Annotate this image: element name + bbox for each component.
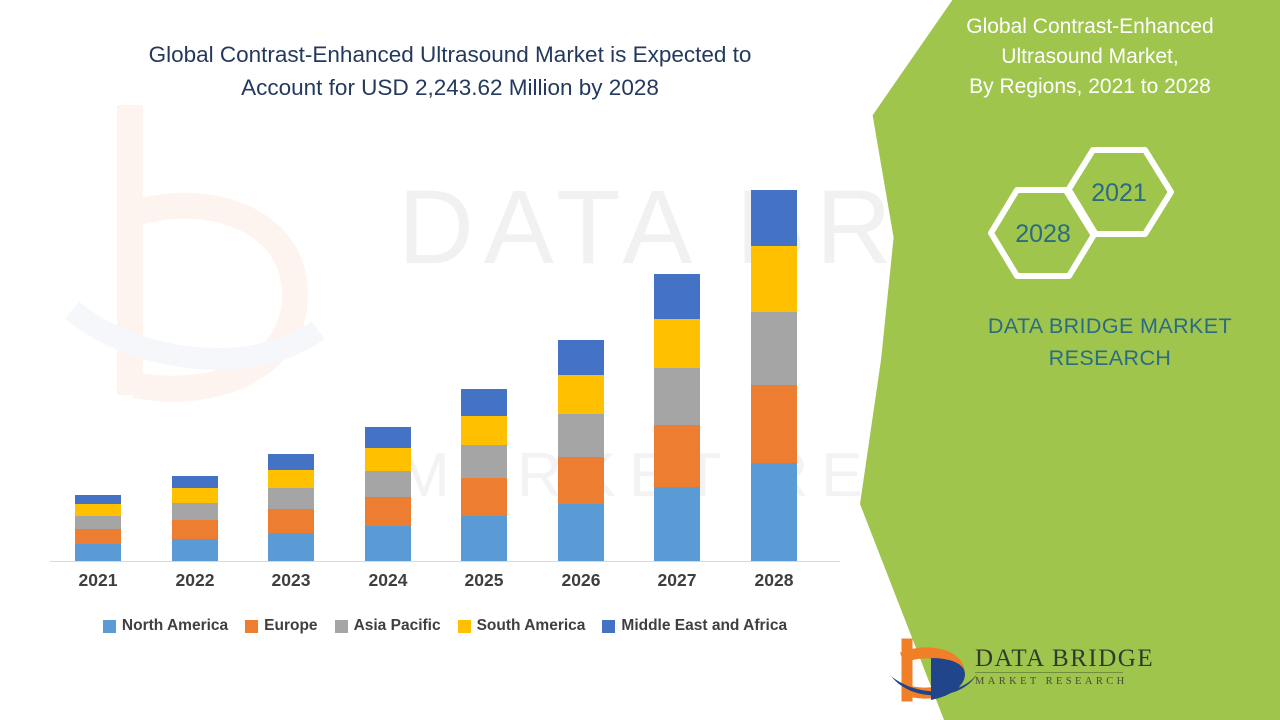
legend-label: North America [121, 617, 229, 634]
segment-north-america-2024[interactable] [365, 526, 411, 561]
x-label-2025: 2025 [464, 570, 504, 590]
legend-item-asia-pacific[interactable]: Asia Pacific [334, 617, 441, 635]
bar-2027[interactable] [654, 274, 700, 561]
segment-north-america-2022[interactable] [172, 538, 218, 561]
legend-swatch-icon [245, 619, 259, 633]
segment-asia-pacific-2025[interactable] [461, 445, 507, 479]
segment-north-america-2021[interactable] [75, 543, 121, 561]
bar-2024[interactable] [365, 427, 411, 561]
segment-europe-2026[interactable] [558, 456, 604, 504]
x-label-2027: 2027 [657, 570, 697, 590]
bar-2023[interactable] [268, 454, 314, 561]
x-label-2023: 2023 [271, 570, 311, 590]
right-green-panel [860, 0, 1280, 720]
brand-line2: RESEARCH [1048, 346, 1172, 370]
segment-europe-2028[interactable] [751, 384, 797, 464]
plot-area [50, 170, 840, 562]
x-label-2024: 2024 [368, 570, 408, 590]
bar-2021[interactable] [75, 494, 121, 561]
legend-item-europe[interactable]: Europe [245, 617, 318, 635]
segment-south-america-2022[interactable] [172, 488, 218, 504]
x-label-2026: 2026 [561, 570, 601, 590]
segment-middle-east-and-africa-2027[interactable] [654, 274, 700, 319]
segment-asia-pacific-2028[interactable] [751, 312, 797, 385]
segment-south-america-2024[interactable] [365, 447, 411, 471]
logo-wordmark: DATA BRIDGE [975, 645, 1155, 672]
watermark-logo-icon [64, 105, 325, 402]
segment-south-america-2021[interactable] [75, 504, 121, 516]
x-label-2028: 2028 [754, 570, 794, 590]
segment-middle-east-and-africa-2026[interactable] [558, 340, 604, 376]
segment-asia-pacific-2024[interactable] [365, 470, 411, 498]
segment-south-america-2023[interactable] [268, 470, 314, 489]
segment-europe-2025[interactable] [461, 478, 507, 517]
segment-middle-east-and-africa-2023[interactable] [268, 454, 314, 471]
segment-north-america-2027[interactable] [654, 486, 700, 561]
segment-north-america-2026[interactable] [558, 503, 604, 561]
bar-2025[interactable] [461, 389, 507, 561]
segment-asia-pacific-2026[interactable] [558, 413, 604, 457]
chart-title: Global Contrast-Enhanced Ultrasound Mark… [95, 38, 805, 104]
segment-asia-pacific-2022[interactable] [172, 503, 218, 520]
segment-south-america-2028[interactable] [751, 246, 797, 313]
segment-europe-2027[interactable] [654, 424, 700, 487]
brand-line1: DATA BRIDGE MARKET [987, 314, 1233, 338]
legend-item-middle-east-and-africa[interactable]: Middle East and Africa [602, 617, 787, 635]
x-axis-labels: 2021 2022 2023 2024 2025 2026 2027 2028 [50, 570, 840, 598]
segment-asia-pacific-2027[interactable] [654, 368, 700, 425]
legend-item-south-america[interactable]: South America [457, 617, 586, 635]
segment-europe-2023[interactable] [268, 508, 314, 533]
segment-north-america-2028[interactable] [751, 463, 797, 561]
legend-label: South America [476, 617, 586, 634]
segment-south-america-2026[interactable] [558, 375, 604, 414]
bar-2022[interactable] [172, 475, 218, 561]
right-panel-title-line1: Global Contrast-Enhanced [966, 15, 1214, 38]
logo-divider [975, 672, 1123, 673]
segment-middle-east-and-africa-2021[interactable] [75, 494, 121, 504]
legend-item-north-america[interactable]: North America [102, 617, 229, 635]
x-label-2021: 2021 [78, 570, 118, 590]
segment-middle-east-and-africa-2025[interactable] [461, 389, 507, 416]
legend-label: Asia Pacific [353, 617, 441, 634]
right-panel-title: Global Contrast-Enhanced Ultrasound Mark… [860, 12, 1280, 102]
hexagon-badges: 2021 2028 [975, 145, 1205, 280]
chart-legend: North America Europe Asia Pacific South Ame… [50, 617, 840, 635]
segment-north-america-2023[interactable] [268, 532, 314, 561]
brand-name-text: DATA BRIDGE MARKET RESEARCH [940, 310, 1280, 374]
bar-2028[interactable] [751, 189, 797, 561]
chart-title-line1: Global Contrast-Enhanced Ultrasound Mark… [148, 42, 752, 67]
chart-panel: DATA BRIDGE MARKET RESEARCH Global Contr… [50, 38, 1199, 635]
segment-europe-2021[interactable] [75, 528, 121, 544]
legend-label: Middle East and Africa [621, 617, 788, 634]
legend-swatch-icon [602, 619, 616, 633]
segment-middle-east-and-africa-2022[interactable] [172, 475, 218, 489]
segment-asia-pacific-2023[interactable] [268, 488, 314, 509]
right-panel-title-line2: Ultrasound Market, [1001, 45, 1179, 68]
hexagon-2021-label: 2021 [1091, 179, 1147, 207]
hexagon-2028-label: 2028 [1015, 220, 1071, 248]
x-axis-line [50, 561, 840, 562]
databridge-logo-icon [891, 638, 977, 702]
segment-south-america-2027[interactable] [654, 318, 700, 369]
right-panel-title-line3: By Regions, 2021 to 2028 [969, 75, 1211, 98]
bar-2026[interactable] [558, 340, 604, 561]
segment-middle-east-and-africa-2024[interactable] [365, 427, 411, 448]
x-label-2022: 2022 [175, 570, 215, 590]
legend-label: Europe [264, 617, 318, 634]
segment-south-america-2025[interactable] [461, 415, 507, 446]
legend-swatch-icon [102, 619, 116, 633]
legend-swatch-icon [334, 619, 348, 633]
chart-title-line2: Account for USD 2,243.62 Million by 2028 [241, 75, 659, 100]
segment-europe-2024[interactable] [365, 497, 411, 527]
segment-europe-2022[interactable] [172, 519, 218, 539]
segment-north-america-2025[interactable] [461, 516, 507, 561]
logo-subtitle: MARKET RESEARCH [975, 676, 1128, 687]
legend-swatch-icon [457, 619, 471, 633]
hexagon-2028-shape [988, 187, 1098, 279]
segment-asia-pacific-2021[interactable] [75, 515, 121, 529]
segment-middle-east-and-africa-2028[interactable] [751, 189, 797, 247]
